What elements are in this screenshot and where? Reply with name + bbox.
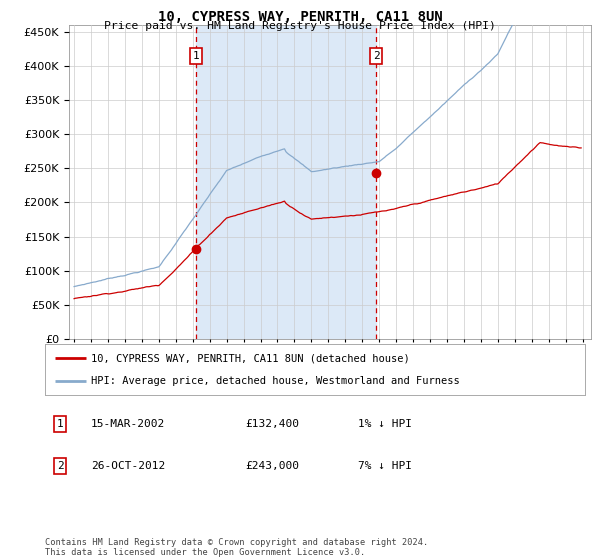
Text: 2: 2 [373,51,379,61]
Text: 7% ↓ HPI: 7% ↓ HPI [358,461,412,471]
Text: 15-MAR-2002: 15-MAR-2002 [91,419,165,429]
Text: 26-OCT-2012: 26-OCT-2012 [91,461,165,471]
Text: £243,000: £243,000 [245,461,299,471]
Text: Contains HM Land Registry data © Crown copyright and database right 2024.
This d: Contains HM Land Registry data © Crown c… [45,538,428,557]
Text: Price paid vs. HM Land Registry's House Price Index (HPI): Price paid vs. HM Land Registry's House … [104,21,496,31]
Text: £132,400: £132,400 [245,419,299,429]
Text: 10, CYPRESS WAY, PENRITH, CA11 8UN (detached house): 10, CYPRESS WAY, PENRITH, CA11 8UN (deta… [91,353,410,363]
Text: 1: 1 [193,51,199,61]
Text: HPI: Average price, detached house, Westmorland and Furness: HPI: Average price, detached house, West… [91,376,460,386]
Text: 2: 2 [57,461,64,471]
Text: 10, CYPRESS WAY, PENRITH, CA11 8UN: 10, CYPRESS WAY, PENRITH, CA11 8UN [158,10,442,24]
Text: 1: 1 [57,419,64,429]
Bar [196,25,376,339]
Text: 1% ↓ HPI: 1% ↓ HPI [358,419,412,429]
